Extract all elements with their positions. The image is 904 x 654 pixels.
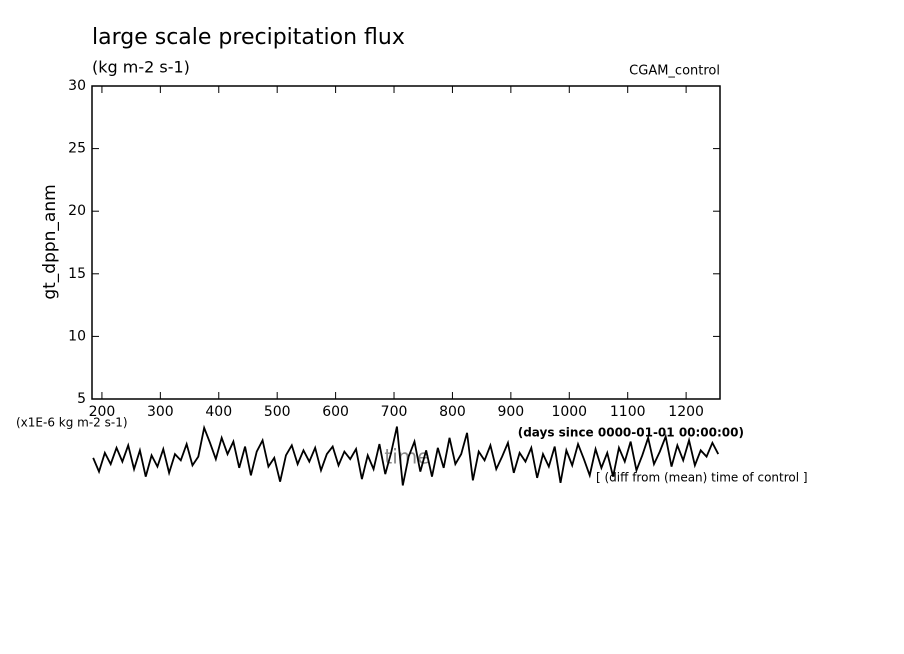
x-tick-label: 500 <box>264 404 291 420</box>
x-tick-label: 700 <box>381 404 408 420</box>
y-tick-label: 5 <box>77 391 86 407</box>
y-tick-label: 30 <box>68 78 86 94</box>
y-tick-label: 20 <box>68 203 86 219</box>
x-tick-label: 600 <box>322 404 349 420</box>
x-tick-label: 200 <box>89 404 116 420</box>
chart-title: large scale precipitation flux <box>92 25 405 50</box>
x-tick-label: 400 <box>205 404 232 420</box>
y-tick-label: 15 <box>68 266 86 282</box>
y-tick-label: 25 <box>68 141 86 157</box>
chart-subtitle: (kg m-2 s-1) <box>92 58 190 77</box>
y-axis-label: gt_dppn_anm <box>40 184 60 299</box>
x-tick-label: 300 <box>147 404 174 420</box>
note: [ (diff from (mean) time of control ] <box>596 471 808 485</box>
x-unit-label: (days since 0000-01-01 00:00:00) <box>518 426 744 440</box>
x-tick-label: 1000 <box>551 404 587 420</box>
run-label: CGAM_control <box>629 64 720 79</box>
data-line <box>92 424 720 486</box>
y-tick-label: 10 <box>68 328 86 344</box>
x-tick-label: 1100 <box>610 404 646 420</box>
x-tick-label: 900 <box>497 404 524 420</box>
x-tick-label: 800 <box>439 404 466 420</box>
value-unit-label: (x1E-6 kg m-2 s-1) <box>16 416 128 430</box>
x-tick-label: 1200 <box>668 404 704 420</box>
plot-frame <box>91 85 721 400</box>
